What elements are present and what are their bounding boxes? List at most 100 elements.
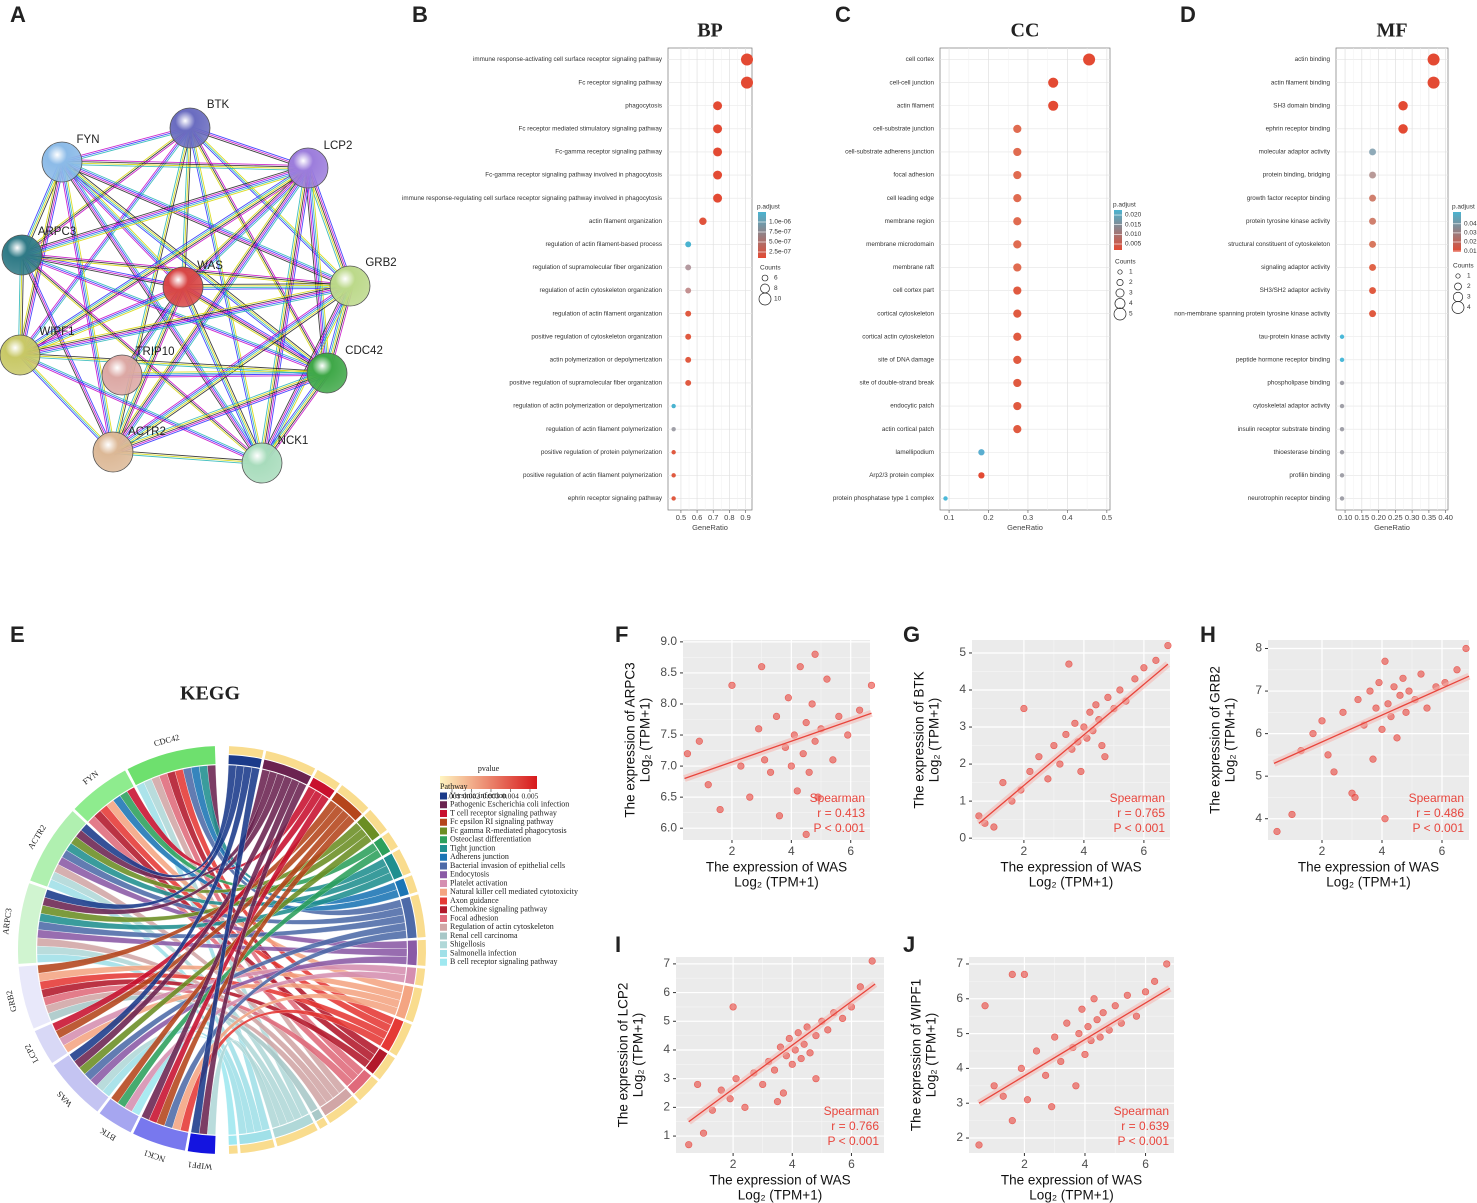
- point: [1462, 644, 1470, 653]
- y-tick-label: 6: [663, 985, 670, 999]
- category-label: Fc receptor mediated stimulatory signali…: [519, 126, 663, 133]
- x-tick-label: 0.7: [708, 513, 718, 522]
- network-edge: [21, 167, 309, 256]
- size-legend-label: 2: [1129, 279, 1133, 286]
- chart-title: KEGG: [180, 683, 240, 705]
- network-edge: [20, 353, 263, 462]
- point: [1405, 687, 1413, 695]
- network-edge: [18, 355, 113, 454]
- point: [999, 778, 1007, 787]
- dot: [1369, 194, 1377, 202]
- x-tick-label: 6: [847, 844, 854, 858]
- size-legend-mark: [760, 283, 770, 294]
- category-label: site of DNA damage: [878, 357, 934, 364]
- dot: [1427, 53, 1440, 66]
- colorbar: [1114, 210, 1122, 250]
- dot: [1013, 240, 1022, 249]
- x-tick-label: 2: [730, 1157, 737, 1171]
- point: [1372, 704, 1380, 712]
- y-tick-label: 9.0: [660, 634, 677, 648]
- panel-label: C: [835, 2, 851, 27]
- point: [726, 1095, 734, 1103]
- point: [799, 750, 807, 758]
- y-tick-label: 8.5: [660, 665, 677, 679]
- y-tick-label: 5: [1255, 768, 1262, 782]
- point: [1035, 753, 1043, 761]
- chord-ribbon: [69, 766, 253, 1062]
- colorbar-tick-label: 0.02: [1464, 239, 1477, 246]
- dot: [1369, 310, 1377, 318]
- network-edge: [182, 167, 309, 288]
- point: [1098, 741, 1106, 750]
- dot: [1398, 101, 1408, 111]
- legend-swatch: [440, 923, 447, 931]
- network-node: [162, 266, 204, 308]
- fit-line: [1273, 675, 1470, 764]
- category-label: profilin binding: [1289, 472, 1330, 479]
- legend-swatch: [440, 906, 447, 914]
- dot: [685, 356, 692, 363]
- dot: [1013, 378, 1022, 388]
- y-axis-label: The expression of WIPF1: [909, 979, 924, 1131]
- network-edge: [112, 127, 191, 453]
- point: [1318, 717, 1326, 725]
- point: [856, 706, 864, 714]
- y-tick-label: 3: [959, 719, 966, 733]
- size-legend-label: 2: [1467, 283, 1471, 290]
- point: [838, 1014, 847, 1023]
- category-label: actin binding: [1295, 56, 1331, 63]
- pathway-pvalue-arc: [389, 1021, 412, 1056]
- size-legend-mark: [1117, 269, 1123, 275]
- network-edge: [19, 354, 328, 374]
- dot: [1369, 240, 1377, 248]
- y-axis-label: The expression of BTK: [912, 671, 927, 808]
- y-tick-label: 2: [663, 1100, 670, 1114]
- chord-ribbon: [66, 843, 391, 907]
- chord-ribbon: [38, 964, 403, 1001]
- dot: [685, 287, 692, 294]
- legend-swatch: [440, 941, 447, 949]
- network-edge: [304, 168, 325, 374]
- x-tick-label: 6: [848, 1157, 855, 1171]
- network-edge: [61, 126, 190, 161]
- annotation: r = 0.766: [831, 1119, 879, 1133]
- category-label: protein tyrosine kinase activity: [1246, 218, 1331, 225]
- category-label: protein phosphatase type 1 complex: [833, 495, 935, 502]
- colorbar-tick-label: 2.5e-07: [769, 249, 791, 256]
- network-edge: [63, 161, 116, 452]
- network-edge: [21, 254, 184, 288]
- point: [1090, 995, 1098, 1003]
- panel-label: A: [10, 2, 26, 27]
- gene-arc: [187, 1133, 216, 1154]
- y-axis-label: Log₂ (TPM+1): [924, 1013, 939, 1097]
- dot: [685, 379, 692, 386]
- network-node: [306, 352, 348, 394]
- network-edge: [261, 167, 309, 464]
- legend-swatch: [440, 853, 447, 861]
- dot: [978, 472, 985, 479]
- point: [716, 805, 724, 814]
- dot: [1427, 76, 1440, 89]
- dot: [1013, 124, 1022, 133]
- network-edge: [109, 165, 306, 451]
- dot: [671, 450, 676, 455]
- legend-swatch: [440, 845, 447, 852]
- size-legend-label: 1: [1467, 273, 1471, 280]
- legend-label: Shigellosis: [450, 940, 485, 949]
- network-edge: [114, 128, 192, 453]
- network-edge: [19, 356, 327, 376]
- network-edge: [59, 163, 261, 465]
- network-edge: [110, 285, 182, 452]
- pathway-arc: [311, 1109, 324, 1121]
- point: [1020, 704, 1028, 713]
- dot: [1369, 217, 1377, 225]
- category-label: cell cortex part: [893, 287, 934, 294]
- category-label: Arp2/3 protein complex: [869, 472, 935, 479]
- category-label: membrane region: [885, 218, 935, 225]
- x-tick-label: 4: [789, 1157, 796, 1171]
- dot: [671, 496, 676, 501]
- plot-frame: [939, 47, 1111, 511]
- legend-swatch: [440, 836, 447, 844]
- y-tick-label: 2: [959, 756, 966, 770]
